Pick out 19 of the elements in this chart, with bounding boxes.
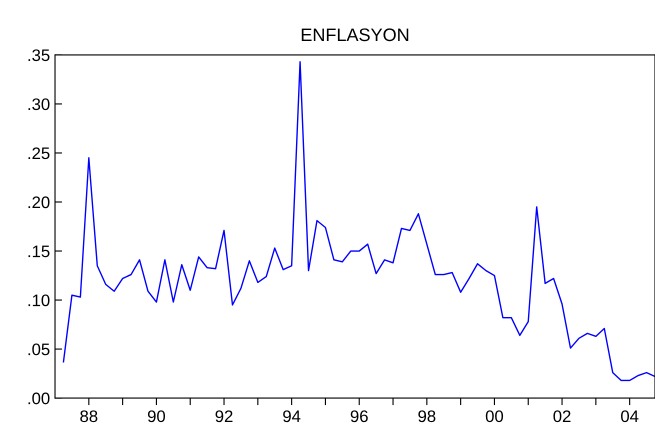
y-tick-label: .05	[28, 343, 50, 356]
line-series	[62, 61, 655, 382]
x-tick-label: 90	[148, 410, 166, 422]
x-tick-label: 92	[216, 410, 232, 422]
y-tick-label: .35	[28, 49, 50, 62]
x-tick-label: 00	[486, 410, 504, 422]
y-tick-label: .00	[28, 392, 50, 404]
y-tick-label: .10	[28, 294, 50, 306]
y-tick-label: .20	[28, 196, 50, 208]
y-tick-label: .25	[28, 147, 50, 160]
x-tick-label: 04	[621, 410, 638, 422]
x-tick-label: 94	[283, 410, 300, 422]
x-tick-label: 88	[80, 410, 98, 422]
x-tick-label: 96	[350, 410, 368, 422]
x-tick-label: 02	[553, 410, 570, 422]
y-tick-label: .15	[28, 246, 50, 258]
chart-title: ENFLASYON	[302, 28, 408, 42]
y-tick-label: .30	[28, 98, 50, 110]
x-tick-label: 98	[418, 410, 436, 422]
